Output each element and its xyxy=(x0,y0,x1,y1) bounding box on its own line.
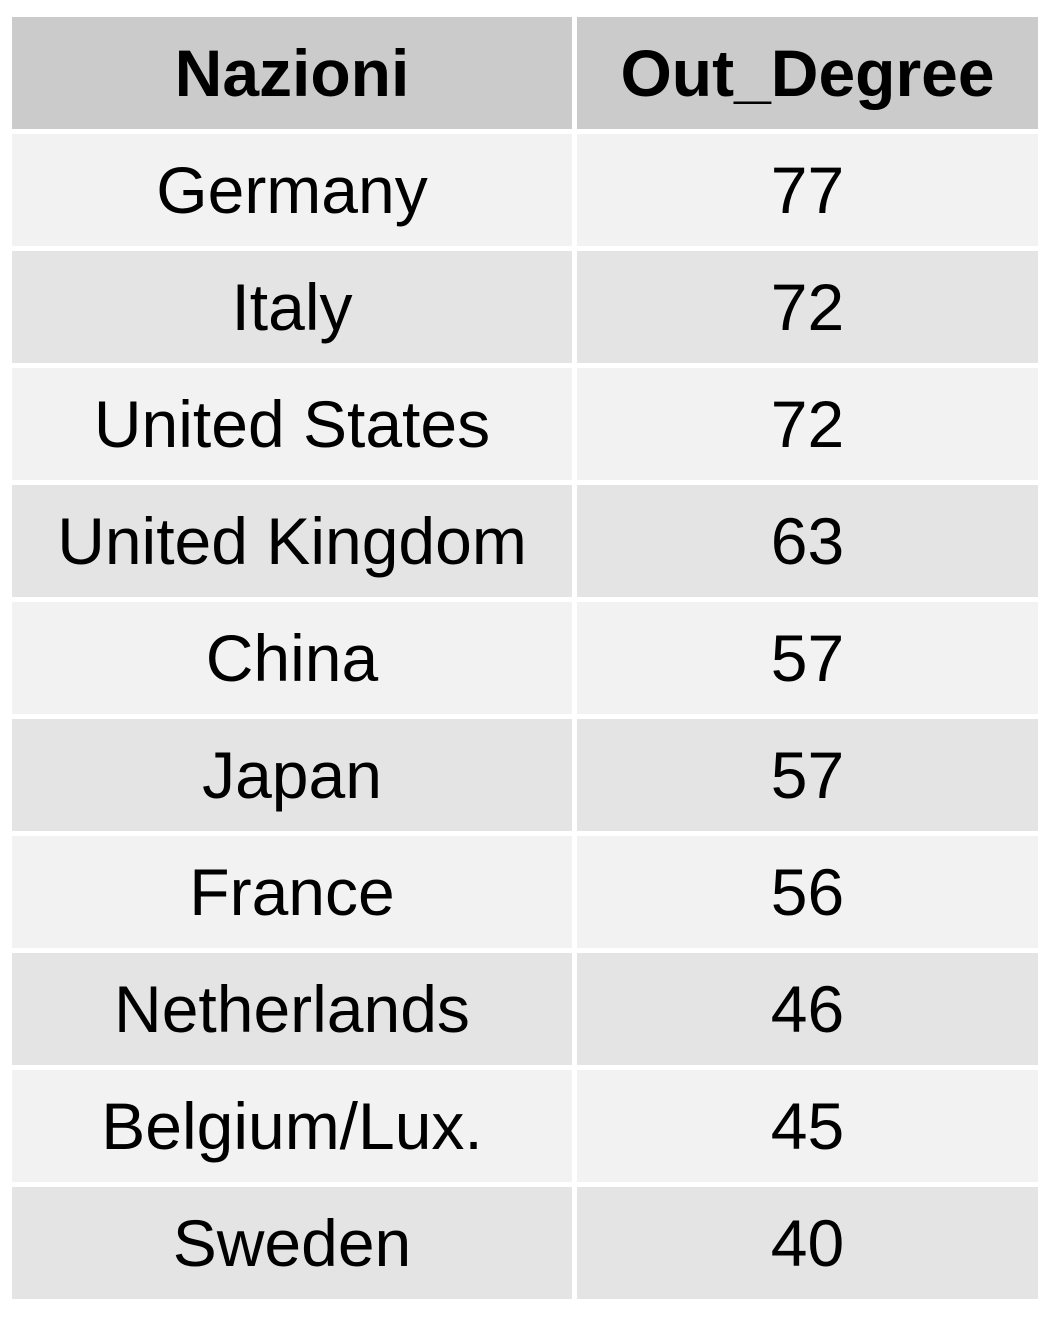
cell-out-degree: 40 xyxy=(577,1187,1038,1299)
table-row: Germany 77 xyxy=(12,134,1038,251)
cell-country: United States xyxy=(12,368,577,485)
table-body: Germany 77 Italy 72 United States 72 United Ki… xyxy=(12,134,1038,1299)
cell-country: France xyxy=(12,836,577,953)
out-degree-table: Nazioni Out_Degree Germany 77 Italy 72 Unite… xyxy=(12,17,1038,1299)
cell-country: China xyxy=(12,602,577,719)
table-row: China 57 xyxy=(12,602,1038,719)
cell-out-degree: 56 xyxy=(577,836,1038,953)
cell-out-degree: 46 xyxy=(577,953,1038,1070)
header-row: Nazioni Out_Degree xyxy=(12,17,1038,134)
cell-country: Belgium/Lux. xyxy=(12,1070,577,1187)
table-row: United Kingdom 63 xyxy=(12,485,1038,602)
table-row: Netherlands 46 xyxy=(12,953,1038,1070)
table-row: Japan 57 xyxy=(12,719,1038,836)
cell-out-degree: 45 xyxy=(577,1070,1038,1187)
cell-country: Netherlands xyxy=(12,953,577,1070)
cell-out-degree: 57 xyxy=(577,719,1038,836)
column-header-out-degree: Out_Degree xyxy=(577,17,1038,134)
table-row: Belgium/Lux. 45 xyxy=(12,1070,1038,1187)
table-row: United States 72 xyxy=(12,368,1038,485)
cell-out-degree: 57 xyxy=(577,602,1038,719)
cell-country: Sweden xyxy=(12,1187,577,1299)
cell-country: Germany xyxy=(12,134,577,251)
cell-out-degree: 77 xyxy=(577,134,1038,251)
out-degree-table-container: Nazioni Out_Degree Germany 77 Italy 72 Unite… xyxy=(12,17,1038,1299)
cell-out-degree: 72 xyxy=(577,368,1038,485)
table-row: Italy 72 xyxy=(12,251,1038,368)
cell-country: Italy xyxy=(12,251,577,368)
cell-out-degree: 63 xyxy=(577,485,1038,602)
cell-country: United Kingdom xyxy=(12,485,577,602)
table-header: Nazioni Out_Degree xyxy=(12,17,1038,134)
cell-out-degree: 72 xyxy=(577,251,1038,368)
column-header-nazioni: Nazioni xyxy=(12,17,577,134)
table-row: France 56 xyxy=(12,836,1038,953)
table-row: Sweden 40 xyxy=(12,1187,1038,1299)
cell-country: Japan xyxy=(12,719,577,836)
